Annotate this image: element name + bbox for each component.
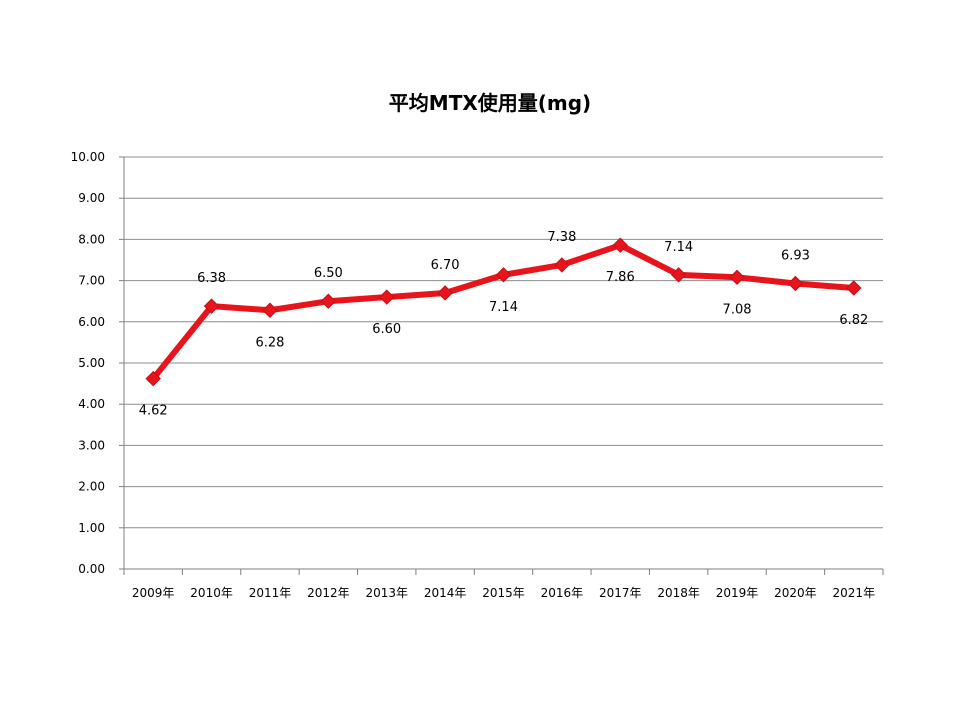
- data-point-marker: [203, 298, 220, 314]
- data-point-marker: [320, 293, 337, 309]
- data-label: 4.62: [139, 404, 168, 419]
- data-point-marker: [145, 370, 161, 387]
- data-point-marker: [729, 269, 745, 286]
- x-tick-label: 2016年: [541, 586, 584, 600]
- gridlines: [124, 156, 883, 529]
- data-point-marker: [846, 280, 862, 296]
- data-label: 7.38: [547, 230, 576, 245]
- data-point-marker: [787, 275, 804, 292]
- data-labels: 4.62 6.38 6.28 6.50 6.60 6.70 7.14 7.38 7.86 7.14…: [139, 230, 869, 419]
- y-tick-label: 5.00: [78, 356, 105, 370]
- x-tick-label: 2014年: [424, 586, 467, 600]
- y-tick-label: 10.00: [71, 150, 105, 164]
- data-point-marker: [437, 285, 453, 301]
- y-tick-label: 4.00: [78, 397, 105, 411]
- axes: [119, 156, 884, 575]
- x-tick-label: 2009年: [132, 586, 175, 600]
- data-label: 6.60: [372, 322, 401, 337]
- data-point-marker: [262, 302, 278, 318]
- data-label: 7.14: [489, 300, 518, 315]
- x-axis-tick-labels: 2009年 2010年 2011年 2012年 2013年 2014年 2015年 2016年…: [132, 586, 875, 600]
- x-tick-label: 2015年: [482, 586, 525, 600]
- chart-title: 平均MTX使用量(mg): [389, 91, 591, 115]
- x-tick-label: 2012年: [307, 586, 350, 600]
- x-tick-label: 2020年: [774, 586, 817, 600]
- data-label: 6.70: [431, 258, 460, 273]
- x-tick-label: 2021年: [833, 586, 876, 600]
- data-label: 6.50: [314, 266, 343, 281]
- x-tick-label: 2010年: [190, 586, 233, 600]
- x-tick-label: 2017年: [599, 586, 642, 600]
- y-tick-label: 7.00: [78, 274, 105, 288]
- y-tick-label: 1.00: [78, 521, 105, 535]
- x-tick-label: 2018年: [657, 586, 700, 600]
- y-tick-label: 0.00: [78, 562, 105, 576]
- data-point-marker: [670, 267, 687, 283]
- data-point-marker: [379, 289, 395, 305]
- x-tick-label: 2013年: [365, 586, 408, 600]
- x-tick-label: 2011年: [249, 586, 292, 600]
- data-label: 7.14: [664, 240, 693, 255]
- data-label: 6.82: [839, 313, 868, 328]
- data-point-marker: [612, 237, 628, 253]
- series-markers: [145, 237, 862, 387]
- data-label: 6.93: [781, 248, 810, 263]
- data-label: 7.86: [606, 270, 635, 285]
- y-tick-label: 8.00: [78, 232, 105, 246]
- data-point-marker: [554, 257, 570, 273]
- y-tick-label: 2.00: [78, 480, 105, 494]
- data-point-marker: [495, 267, 512, 283]
- data-label: 7.08: [723, 302, 752, 317]
- y-axis-tick-labels: 0.00 1.00 2.00 3.00 4.00 5.00 6.00 7.00 8.00 9.00…: [71, 150, 105, 576]
- x-tick-label: 2019年: [716, 586, 759, 600]
- y-tick-label: 6.00: [78, 315, 105, 329]
- y-tick-label: 9.00: [78, 191, 105, 205]
- y-tick-label: 3.00: [78, 438, 105, 452]
- data-label: 6.38: [197, 271, 226, 286]
- data-label: 6.28: [255, 335, 284, 350]
